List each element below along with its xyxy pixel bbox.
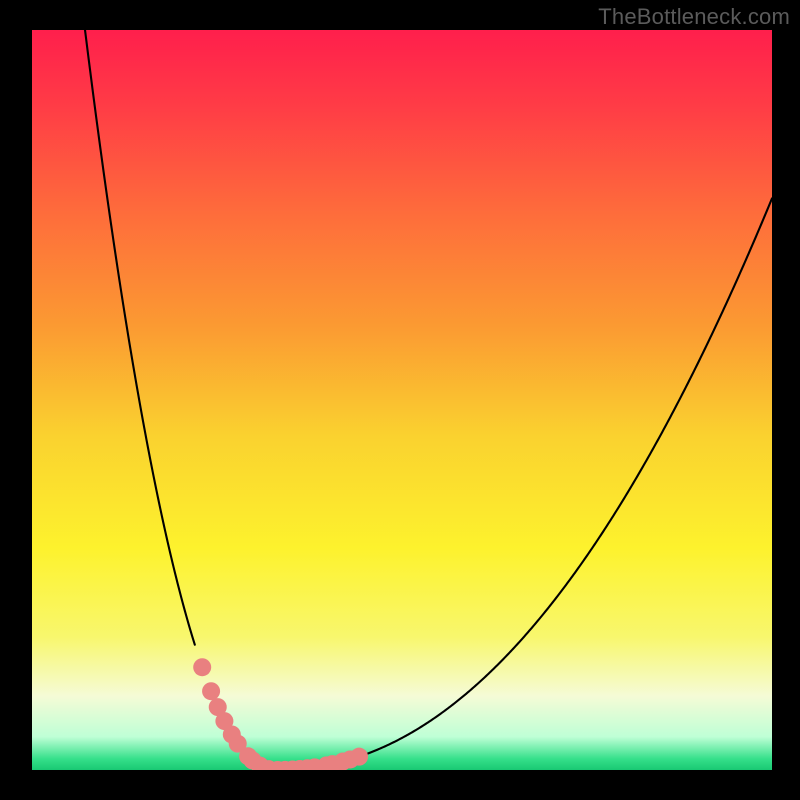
data-marker — [350, 748, 368, 766]
data-marker — [193, 658, 211, 676]
data-marker — [202, 682, 220, 700]
chart-stage: TheBottleneck.com — [0, 0, 800, 800]
watermark-text: TheBottleneck.com — [598, 4, 790, 30]
bottleneck-chart — [0, 0, 800, 800]
plot-background — [32, 30, 772, 770]
